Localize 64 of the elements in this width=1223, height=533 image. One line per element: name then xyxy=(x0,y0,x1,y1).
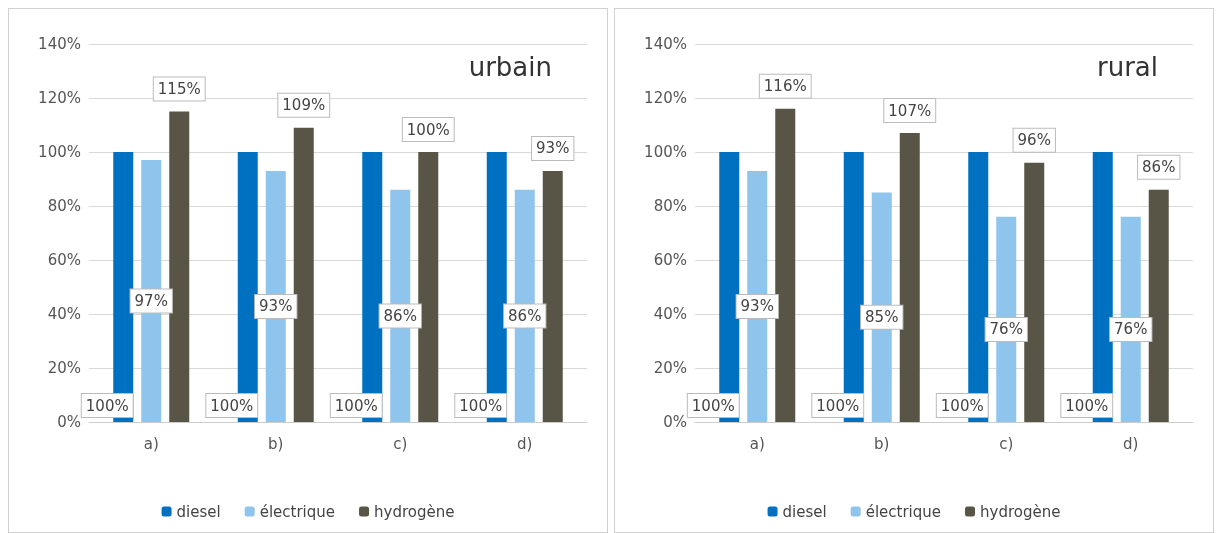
data-label: 100% xyxy=(406,120,450,139)
bar xyxy=(899,133,920,422)
data-label: 97% xyxy=(134,292,168,311)
legend-label: électrique xyxy=(259,502,336,521)
data-label: 85% xyxy=(865,308,899,327)
data-label: 100% xyxy=(816,396,860,415)
y-tick-label: 80% xyxy=(653,197,687,215)
x-tick-label: b) xyxy=(268,434,284,453)
y-tick-label: 40% xyxy=(47,305,81,323)
y-tick-label: 100% xyxy=(38,143,81,161)
data-label: 115% xyxy=(157,80,201,98)
data-label: 100% xyxy=(459,396,503,415)
y-tick-label: 140% xyxy=(644,35,687,53)
data-label: 96% xyxy=(1017,131,1051,150)
chart-title: rural xyxy=(1096,52,1158,82)
legend-label: hydrogène xyxy=(374,502,455,521)
legend-label: hydrogène xyxy=(980,502,1061,521)
data-label: 100% xyxy=(210,396,254,415)
y-tick-label: 20% xyxy=(47,359,81,377)
x-tick-label: a) xyxy=(749,434,765,453)
bar xyxy=(1024,162,1045,422)
data-label: 100% xyxy=(940,396,984,415)
y-tick-label: 40% xyxy=(653,305,687,323)
data-label: 86% xyxy=(1142,158,1176,177)
y-tick-label: 140% xyxy=(38,35,81,53)
bar xyxy=(169,111,190,422)
data-label: 107% xyxy=(888,101,932,120)
y-tick-label: 0% xyxy=(663,413,687,431)
legend-label: électrique xyxy=(865,502,942,521)
data-label: 86% xyxy=(508,306,542,325)
chart-title: urbain xyxy=(468,52,553,82)
bar xyxy=(542,170,563,422)
data-label: 86% xyxy=(383,306,417,325)
bar xyxy=(418,152,439,422)
data-label: 100% xyxy=(1065,396,1109,415)
bar xyxy=(775,108,796,422)
bar xyxy=(1148,189,1169,422)
data-label: 93% xyxy=(536,139,570,158)
data-label: 100% xyxy=(85,396,129,415)
data-label: 76% xyxy=(989,320,1023,339)
x-tick-label: d) xyxy=(517,434,533,453)
y-tick-label: 60% xyxy=(47,251,81,269)
legend-label: diesel xyxy=(782,502,827,521)
data-label: 100% xyxy=(334,396,378,415)
data-label: 109% xyxy=(282,96,326,115)
data-label: 76% xyxy=(1114,320,1148,339)
y-tick-label: 60% xyxy=(653,251,687,269)
x-tick-label: c) xyxy=(999,434,1014,453)
x-tick-label: c) xyxy=(393,434,408,453)
y-tick-label: 80% xyxy=(47,197,81,215)
data-label: 93% xyxy=(740,297,774,316)
bar xyxy=(293,127,314,422)
y-tick-label: 120% xyxy=(644,89,687,107)
y-tick-label: 120% xyxy=(38,89,81,107)
x-tick-label: a) xyxy=(143,434,159,453)
x-tick-label: b) xyxy=(874,434,890,453)
legend-label: diesel xyxy=(176,502,221,521)
y-tick-label: 0% xyxy=(57,413,81,431)
data-label: 100% xyxy=(691,396,735,415)
x-tick-label: d) xyxy=(1123,434,1139,453)
data-label: 116% xyxy=(763,77,807,96)
data-label: 93% xyxy=(259,297,293,316)
y-tick-label: 20% xyxy=(653,359,687,377)
y-tick-label: 100% xyxy=(644,143,687,161)
